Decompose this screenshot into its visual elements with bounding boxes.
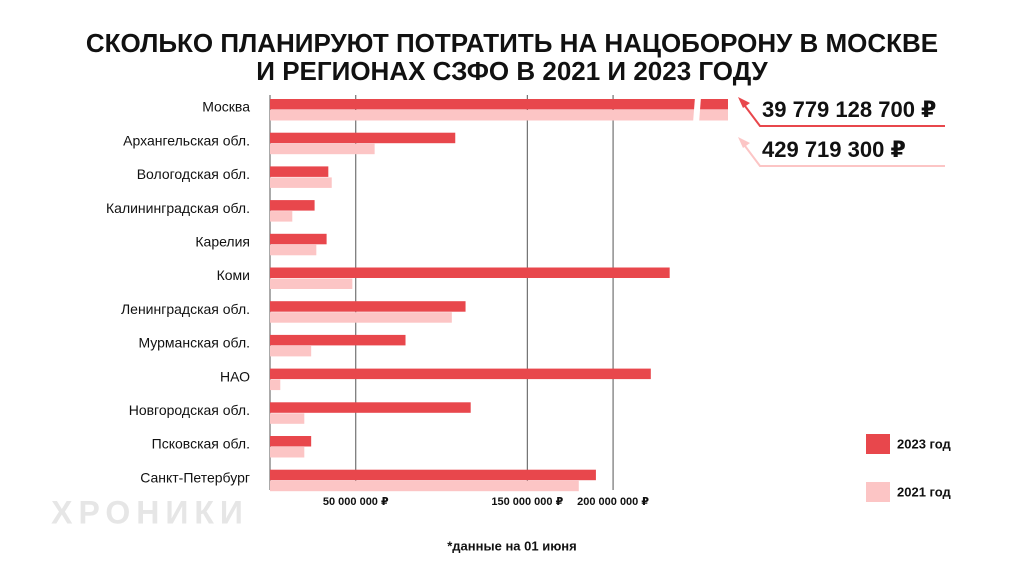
bar: [270, 200, 315, 211]
bar: [270, 379, 281, 391]
legend-label: 2023 год: [897, 436, 952, 451]
bar: [270, 143, 375, 155]
y-tick-label: Мурманская обл.: [138, 335, 250, 351]
watermark: ХРОНИКИ: [51, 494, 249, 530]
value-label: 429 719 300 ₽: [762, 137, 906, 162]
x-tick-label: 200 000 000 ₽: [577, 496, 649, 508]
bar: [270, 211, 293, 222]
value-label: 39 779 128 700 ₽: [762, 97, 936, 122]
bar: [270, 278, 353, 289]
bar: [270, 436, 312, 447]
bar: [270, 334, 406, 346]
bar: [270, 132, 456, 144]
y-tick-label: Псковская обл.: [152, 436, 250, 452]
bar: [270, 413, 305, 424]
bar: [270, 480, 579, 492]
y-tick-label: Вологодская обл.: [137, 166, 250, 182]
legend-swatch: [866, 482, 890, 502]
bar: [270, 267, 670, 278]
y-tick-label: НАО: [220, 368, 250, 384]
y-tick-label: Москва: [202, 99, 250, 115]
bar: [270, 469, 596, 481]
bar: [270, 99, 728, 110]
y-tick-label: Калининградская обл.: [106, 200, 250, 216]
x-tick-label: 50 000 000 ₽: [323, 496, 389, 508]
chart-title: СКОЛЬКО ПЛАНИРУЮТ ПОТРАТИТЬ НА НАЦОБОРОН…: [86, 28, 938, 58]
bar: [270, 402, 471, 413]
chart-title: И РЕГИОНАХ СЗФО В 2021 И 2023 ГОДУ: [256, 56, 768, 86]
x-tick-label: 150 000 000 ₽: [491, 496, 563, 508]
legend-swatch: [866, 434, 890, 454]
y-tick-label: Архангельская обл.: [123, 132, 250, 148]
bar: [270, 233, 327, 245]
y-tick-label: Карелия: [195, 234, 250, 250]
axis-break: [693, 97, 701, 123]
y-tick-label: Коми: [217, 267, 250, 283]
bar: [270, 312, 452, 323]
bar: [270, 301, 466, 312]
bar: [270, 110, 728, 121]
y-tick-label: Ленинградская обл.: [121, 301, 250, 317]
footnote: *данные на 01 июня: [447, 538, 577, 553]
bar: [270, 244, 317, 256]
bar: [270, 447, 305, 458]
bar: [270, 345, 312, 357]
legend-label: 2021 год: [897, 484, 952, 499]
y-tick-label: Санкт-Петербург: [140, 469, 250, 485]
bar: [270, 166, 329, 177]
callout-line: [741, 141, 945, 167]
bar: [270, 368, 651, 380]
callout-arrow: [738, 137, 750, 148]
callout-arrow: [738, 97, 750, 108]
y-tick-label: Новгородская обл.: [129, 402, 250, 418]
bar: [270, 177, 332, 188]
callout-line: [741, 101, 945, 127]
